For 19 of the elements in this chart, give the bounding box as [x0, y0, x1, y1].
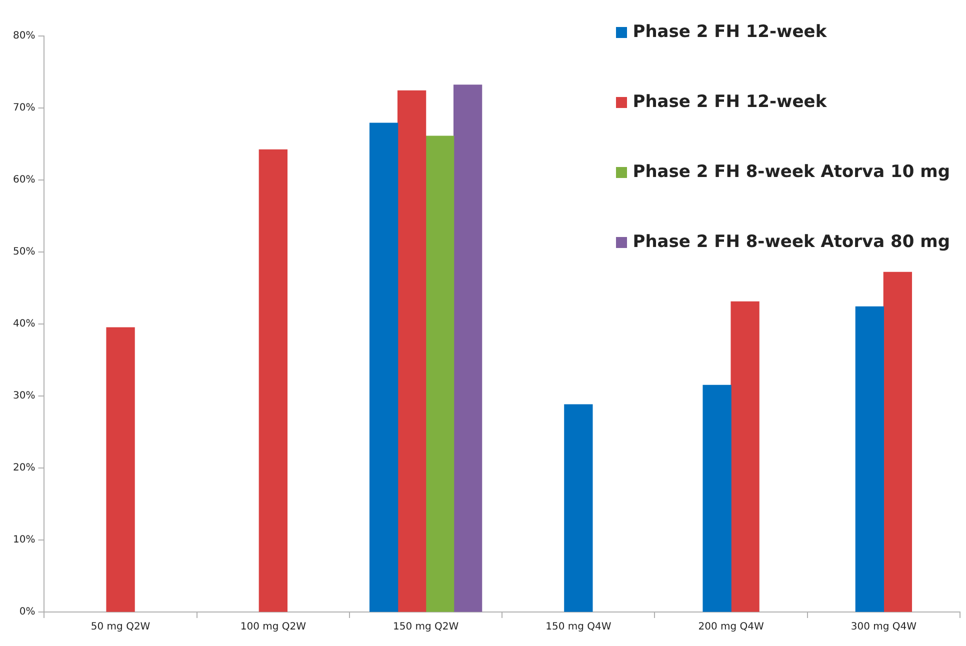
y-tick-label: 40%: [12, 318, 36, 330]
y-tick-label: 30%: [12, 390, 36, 402]
x-tick-label: 100 mg Q2W: [240, 622, 306, 633]
x-tick-label: 150 mg Q4W: [546, 622, 612, 633]
y-tick-label: 0%: [19, 606, 36, 618]
y-tick-label: 70%: [12, 102, 36, 114]
y-tick-label: 60%: [12, 174, 36, 186]
x-tick-label: 300 mg Q4W: [850, 622, 917, 633]
legend-label: Phase 2 FH 12-week: [632, 22, 827, 42]
legend-label: Phase 2 FH 8-week Atorva 10 mg: [632, 162, 950, 182]
legend-label: Phase 2 FH 8-week Atorva 80 mg: [632, 232, 950, 252]
y-tick-label: 10%: [12, 534, 36, 546]
x-tick-label: 50 mg Q2W: [90, 622, 150, 633]
y-tick-label: 20%: [12, 462, 36, 474]
x-tick-label: 200 mg Q4W: [698, 622, 764, 633]
y-tick-label: 80%: [12, 30, 36, 42]
legend-label: Phase 2 FH 12-week: [632, 92, 827, 112]
x-tick-label: 150 mg Q2W: [392, 622, 459, 633]
y-tick-label: 50%: [12, 246, 36, 258]
